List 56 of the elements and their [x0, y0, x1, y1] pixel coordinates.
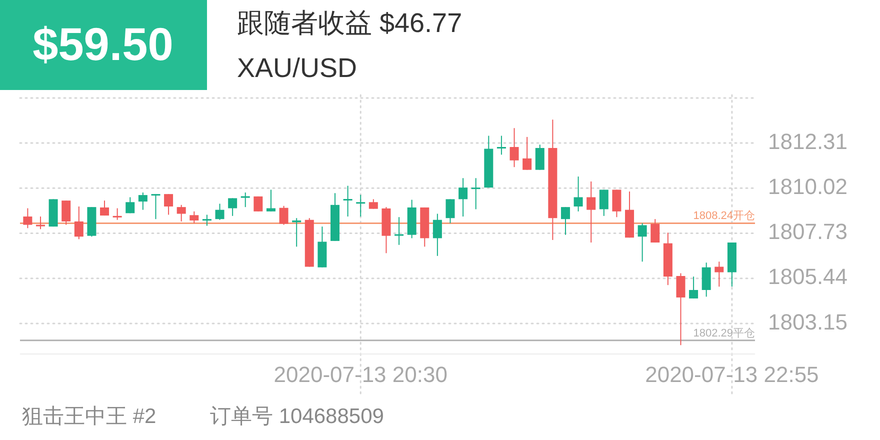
candlestick: [638, 222, 647, 262]
candlestick: [650, 218, 660, 244]
candlestick: [586, 180, 596, 244]
candlestick: [702, 262, 711, 298]
candlestick: [676, 272, 686, 346]
text: $59.50: [32, 18, 174, 70]
y-tick-label: 1807.73: [768, 219, 848, 244]
candlestick: [138, 192, 148, 210]
candlestick: [228, 198, 238, 216]
x-tick-label: 2020-07-13 22:55: [645, 362, 819, 387]
candlestick: [151, 194, 160, 220]
candlestick: [522, 136, 532, 170]
candlestick: [62, 200, 71, 226]
candlestick: [74, 206, 84, 240]
candlestick: [689, 276, 698, 299]
candlestick: [240, 192, 250, 208]
candlestick: [535, 144, 544, 170]
candlestick: [432, 213, 442, 256]
candlestick: [394, 216, 404, 246]
candlestick: [714, 261, 724, 288]
candlestick: [599, 189, 608, 216]
y-tick-label: 1810.02: [768, 174, 848, 199]
candlestick: [279, 205, 288, 226]
y-tick-label: 1805.44: [768, 264, 848, 290]
y-tick-label: 1803.15: [768, 309, 848, 334]
y-tick-label: 1812.31: [768, 128, 848, 154]
candlestick: [215, 203, 224, 220]
candlestick: [510, 128, 519, 168]
candlestick: [164, 194, 174, 216]
candlestick: [126, 196, 135, 214]
candlestick: [368, 198, 378, 210]
x-tick-label: 2020-07-13 20:30: [274, 362, 448, 387]
candlestick: [202, 214, 212, 226]
candlestick: [190, 210, 199, 224]
text: 狙击王中王 #2: [22, 405, 156, 428]
candlestick: [458, 178, 468, 218]
candlestick: [100, 200, 110, 216]
candlestick: [112, 208, 122, 220]
ref-line-label: 1808.24开仓: [693, 210, 755, 222]
candlestick: [356, 194, 366, 218]
candlestick: [471, 178, 480, 210]
text: 订单号 104688509: [210, 405, 384, 428]
chart-title: XAU/USD: [237, 53, 358, 83]
candlestick: [574, 176, 583, 212]
candlestick: [496, 135, 506, 156]
candlestick: [23, 208, 32, 229]
candlestick: [254, 196, 263, 212]
candlestick: [176, 204, 186, 222]
candlestick: [343, 185, 352, 218]
chart-subtitle: 跟随者收益 $46.77: [237, 8, 462, 38]
candlestick: [36, 216, 45, 230]
candlestick: [266, 189, 276, 212]
candlestick: [446, 198, 455, 224]
ref-line-label: 1802.29平仓: [693, 327, 755, 340]
candlestick: [560, 206, 570, 236]
candlestick: [612, 189, 622, 218]
